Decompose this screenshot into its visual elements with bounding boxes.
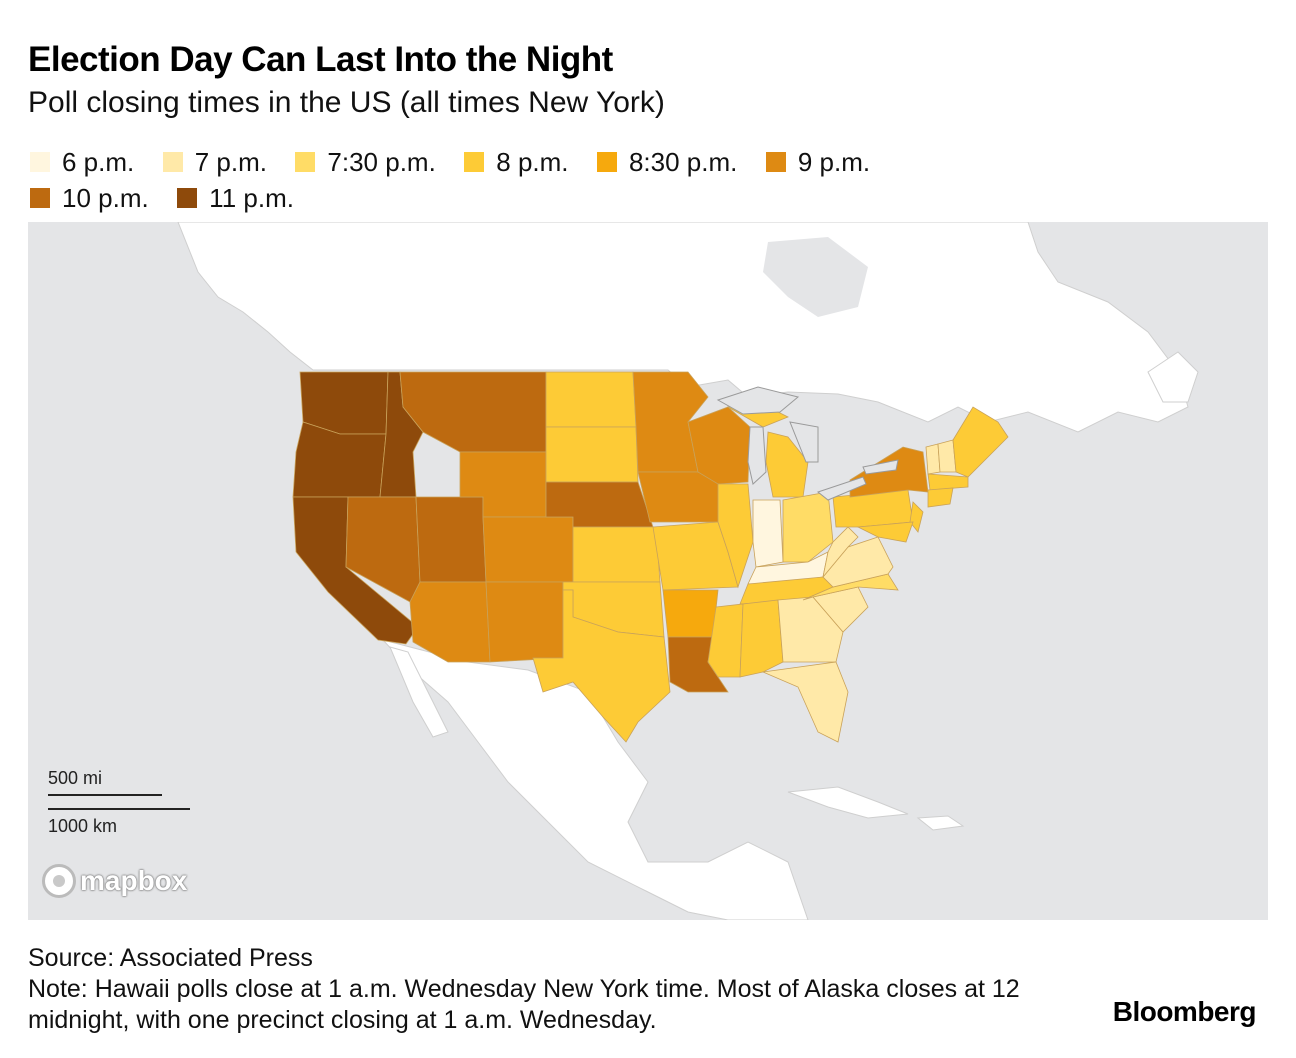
state-new-jersey — [909, 501, 924, 533]
state-maine — [952, 406, 1009, 478]
state-vermont — [925, 443, 941, 475]
hudson-bay — [763, 237, 868, 317]
legend-label-730pm: 7:30 p.m. — [327, 146, 436, 177]
legend-swatch-10pm — [30, 188, 50, 208]
state-south-dakota — [545, 426, 639, 483]
chart-title: Election Day Can Last Into the Night — [28, 40, 613, 79]
state-alabama — [739, 599, 784, 678]
scale-label-miles: 500 mi — [48, 768, 103, 788]
state-washington — [299, 371, 389, 435]
state-texas — [532, 589, 671, 743]
state-montana — [399, 371, 547, 453]
hispaniola-land — [916, 815, 965, 831]
baja-land — [389, 646, 449, 738]
legend-label-8pm: 8 p.m. — [496, 146, 569, 177]
legend-label-830pm: 8:30 p.m. — [628, 146, 738, 177]
mapbox-logo[interactable]: mapbox — [42, 864, 187, 898]
state-pennsylvania — [832, 489, 914, 528]
legend-item-10pm: 10 p.m. — [30, 182, 149, 213]
cuba-land — [787, 786, 909, 819]
legend-label-11pm: 11 p.m. — [209, 182, 294, 213]
map-svg — [177, 222, 1199, 920]
legend-item-830pm: 8:30 p.m. — [596, 146, 738, 177]
legend-label-10pm: 10 p.m. — [62, 182, 149, 213]
scale-label-km: 1000 km — [48, 816, 118, 836]
state-massachusetts — [927, 473, 969, 491]
legend-swatch-9pm — [765, 152, 786, 172]
state-utah — [415, 496, 487, 583]
state-arkansas — [662, 589, 719, 638]
legend: 6 p.m. 7 p.m. 7:30 p.m. 8 p.m. 8:30 p.m.… — [30, 146, 1030, 220]
lake-huron — [789, 421, 819, 463]
state-new-york — [849, 446, 929, 498]
legend-item-8pm: 8 p.m. — [464, 146, 569, 177]
legend-swatch-11pm — [177, 188, 198, 208]
legend-label-6pm: 6 p.m. — [62, 146, 135, 177]
lake-erie — [816, 476, 867, 501]
map-panel[interactable]: 500 mi 1000 km mapbox — [28, 222, 1268, 920]
legend-item-7pm: 7 p.m. — [162, 146, 267, 177]
legend-item-11pm: 11 p.m. — [177, 182, 294, 213]
lake-ontario — [862, 459, 899, 475]
legend-label-7pm: 7 p.m. — [194, 146, 267, 177]
lake-michigan — [747, 426, 767, 485]
newfoundland — [1147, 351, 1199, 403]
state-mississippi — [707, 603, 744, 678]
state-maryland — [856, 521, 914, 543]
legend-swatch-830pm — [596, 152, 617, 172]
legend-item-9pm: 9 p.m. — [765, 146, 871, 177]
lake-superior — [716, 386, 800, 415]
note-text: Note: Hawaii polls close at 1 a.m. Wedne… — [28, 975, 1020, 1034]
scale-bar-miles — [48, 794, 162, 796]
state-north-dakota — [545, 371, 637, 428]
legend-swatch-730pm — [295, 152, 316, 172]
state-new-mexico — [485, 581, 564, 663]
mapbox-icon — [42, 864, 76, 898]
legend-swatch-6pm — [30, 152, 50, 172]
state-west-virginia — [822, 526, 859, 578]
us-states — [292, 371, 1009, 743]
legend-item-730pm: 7:30 p.m. — [295, 146, 436, 177]
source-text: Source: Associated Press — [28, 944, 313, 972]
state-indiana — [752, 499, 784, 568]
scale-bar-km — [48, 808, 190, 810]
canada-land — [177, 222, 1189, 433]
state-kansas — [572, 526, 661, 583]
state-illinois — [717, 483, 754, 589]
state-florida — [761, 661, 849, 743]
legend-swatch-7pm — [162, 152, 183, 172]
state-colorado — [482, 516, 574, 583]
legend-swatch-8pm — [464, 152, 485, 172]
state-connecticut — [927, 487, 954, 508]
legend-label-9pm: 9 p.m. — [797, 146, 871, 177]
chart-subtitle: Poll closing times in the US (all times … — [28, 86, 665, 119]
legend-item-6pm: 6 p.m. — [30, 146, 135, 177]
state-ohio — [782, 491, 834, 563]
mapbox-label: mapbox — [80, 865, 188, 896]
bloomberg-logo: Bloomberg — [1112, 996, 1257, 1027]
